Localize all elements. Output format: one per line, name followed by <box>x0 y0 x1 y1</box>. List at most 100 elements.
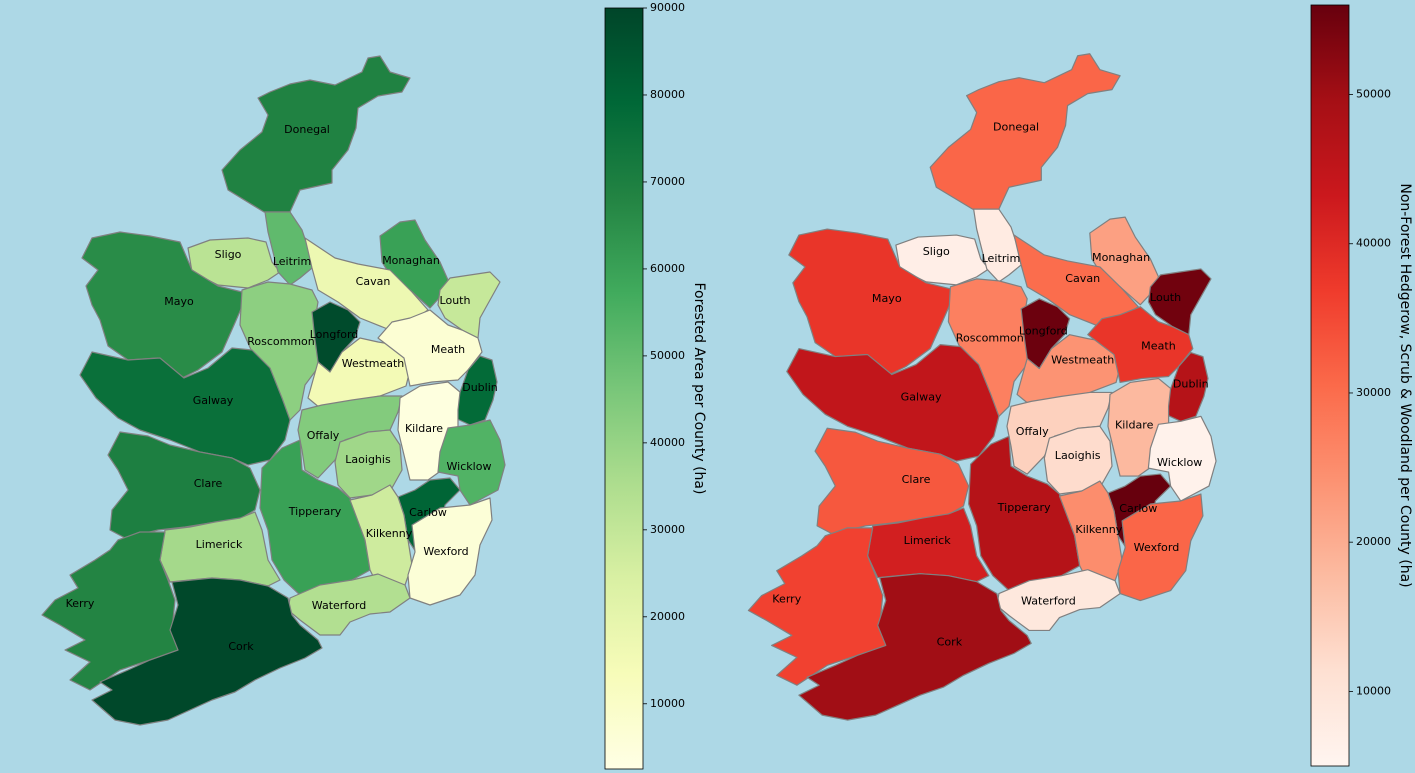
forest-colorbar-tick-label: 70000 <box>650 175 685 188</box>
county-label-cork: Cork <box>228 640 254 653</box>
county-label-louth: Louth <box>1150 291 1181 304</box>
county-label-kerry: Kerry <box>66 597 95 610</box>
forest-colorbar: 10000 20000 30000 40000 50000 60000 70000 80000… <box>604 1 707 770</box>
county-label-kildare: Kildare <box>1115 418 1154 431</box>
county-label-dublin: Dublin <box>462 381 498 394</box>
county-label-limerick: Limerick <box>904 534 952 547</box>
forest-colorbar-gradient <box>604 7 644 770</box>
county-label-cork: Cork <box>937 635 963 648</box>
forest-colorbar-tick-label: 90000 <box>650 1 685 14</box>
county-longford <box>311 301 361 373</box>
county-kerry <box>41 531 181 691</box>
county-label-longford: Longford <box>1019 325 1068 338</box>
county-label-wicklow: Wicklow <box>447 460 492 473</box>
county-label-laoighis: Laoighis <box>1055 449 1101 462</box>
forest-colorbar-tick-label: 50000 <box>650 349 685 362</box>
hedgerow-colorbar-tick-label: 30000 <box>1356 386 1391 399</box>
county-waterford <box>996 569 1121 632</box>
county-label-offaly: Offaly <box>307 429 340 442</box>
county-label-westmeath: Westmeath <box>342 357 405 370</box>
county-label-monaghan: Monaghan <box>1092 251 1150 264</box>
forest-colorbar-tick-label: 60000 <box>650 262 685 275</box>
county-label-cavan: Cavan <box>1065 272 1100 285</box>
county-label-waterford: Waterford <box>312 599 366 612</box>
county-meath <box>377 309 483 387</box>
county-label-longford: Longford <box>310 328 359 341</box>
county-kerry <box>747 527 889 686</box>
county-label-roscommon: Roscommon <box>247 335 315 348</box>
county-label-sligo: Sligo <box>215 248 242 261</box>
county-mayo <box>788 228 954 376</box>
county-label-meath: Meath <box>1141 340 1176 353</box>
county-label-wexford: Wexford <box>1134 541 1180 554</box>
county-donegal <box>929 53 1121 210</box>
hedgerow-map: Donegal Sligo Leitrim Mayo Monaghan Cavan Lout… <box>747 53 1217 721</box>
county-label-leitrim: Leitrim <box>982 252 1021 265</box>
hedgerow-colorbar: 10000 20000 30000 40000 50000 Non-Forest Hedg… <box>1310 4 1413 767</box>
forest-colorbar-tick-label: 10000 <box>650 697 685 710</box>
county-cork <box>91 577 323 726</box>
county-label-carlow: Carlow <box>409 506 447 519</box>
county-label-wexford: Wexford <box>423 545 468 558</box>
county-longford <box>1020 298 1071 370</box>
forest-colorbar-tick-label: 20000 <box>650 610 685 623</box>
county-label-clare: Clare <box>194 477 223 490</box>
county-label-donegal: Donegal <box>993 121 1039 134</box>
county-mayo <box>81 231 245 379</box>
county-wexford <box>407 497 493 606</box>
county-donegal <box>221 55 411 213</box>
county-label-mayo: Mayo <box>164 295 194 308</box>
county-label-carlow: Carlow <box>1119 502 1157 515</box>
county-louth <box>1147 268 1212 336</box>
hedgerow-colorbar-label: Non-Forest Hedgerow, Scrub & Woodland pe… <box>1397 183 1413 587</box>
county-label-laoighis: Laoighis <box>345 453 391 466</box>
county-wicklow <box>437 419 506 506</box>
county-label-monaghan: Monaghan <box>382 254 440 267</box>
county-kilkenny <box>349 484 413 591</box>
county-waterford <box>287 573 411 636</box>
county-wexford <box>1117 493 1204 602</box>
county-leitrim <box>973 208 1022 283</box>
county-label-dublin: Dublin <box>1173 377 1209 390</box>
county-label-limerick: Limerick <box>196 538 243 551</box>
county-label-kildare: Kildare <box>405 422 443 435</box>
county-label-clare: Clare <box>902 473 931 486</box>
county-cork <box>798 573 1032 721</box>
forest-map: Donegal Sligo Leitrim Mayo Monaghan Cavan Lout… <box>41 55 506 726</box>
forest-colorbar-label: Forested Area per County (ha) <box>691 283 707 495</box>
county-label-offaly: Offaly <box>1016 425 1049 438</box>
county-label-cavan: Cavan <box>356 275 391 288</box>
county-meath <box>1087 306 1194 384</box>
county-label-waterford: Waterford <box>1021 595 1076 608</box>
county-label-wicklow: Wicklow <box>1157 456 1202 469</box>
county-kilkenny <box>1058 480 1123 587</box>
forest-colorbar-tick-label: 30000 <box>650 523 685 536</box>
forest-colorbar-tick-label: 80000 <box>650 88 685 101</box>
county-label-galway: Galway <box>193 394 234 407</box>
county-label-westmeath: Westmeath <box>1051 354 1114 367</box>
county-label-tipperary: Tipperary <box>997 501 1051 514</box>
county-label-kerry: Kerry <box>772 593 802 606</box>
county-galway <box>79 347 291 466</box>
hedgerow-colorbar-tick-label: 50000 <box>1356 88 1391 101</box>
county-galway <box>786 344 1000 462</box>
county-label-tipperary: Tipperary <box>288 505 342 518</box>
county-label-meath: Meath <box>431 343 465 356</box>
hedgerow-colorbar-tick-label: 20000 <box>1356 535 1391 548</box>
county-label-kilkenny: Kilkenny <box>1075 523 1122 536</box>
hedgerow-colorbar-tick-label: 10000 <box>1356 684 1391 697</box>
county-louth <box>437 271 501 339</box>
county-label-louth: Louth <box>440 294 471 307</box>
county-label-donegal: Donegal <box>284 123 330 136</box>
county-leitrim <box>264 211 313 286</box>
hedgerow-colorbar-tick-label: 40000 <box>1356 237 1391 250</box>
county-label-sligo: Sligo <box>923 245 950 258</box>
county-label-leitrim: Leitrim <box>273 255 311 268</box>
county-label-roscommon: Roscommon <box>956 332 1024 345</box>
county-wicklow <box>1147 415 1217 502</box>
county-label-kilkenny: Kilkenny <box>366 527 413 540</box>
hedgerow-colorbar-gradient <box>1310 4 1350 767</box>
county-label-mayo: Mayo <box>872 292 902 305</box>
county-label-galway: Galway <box>901 390 942 403</box>
